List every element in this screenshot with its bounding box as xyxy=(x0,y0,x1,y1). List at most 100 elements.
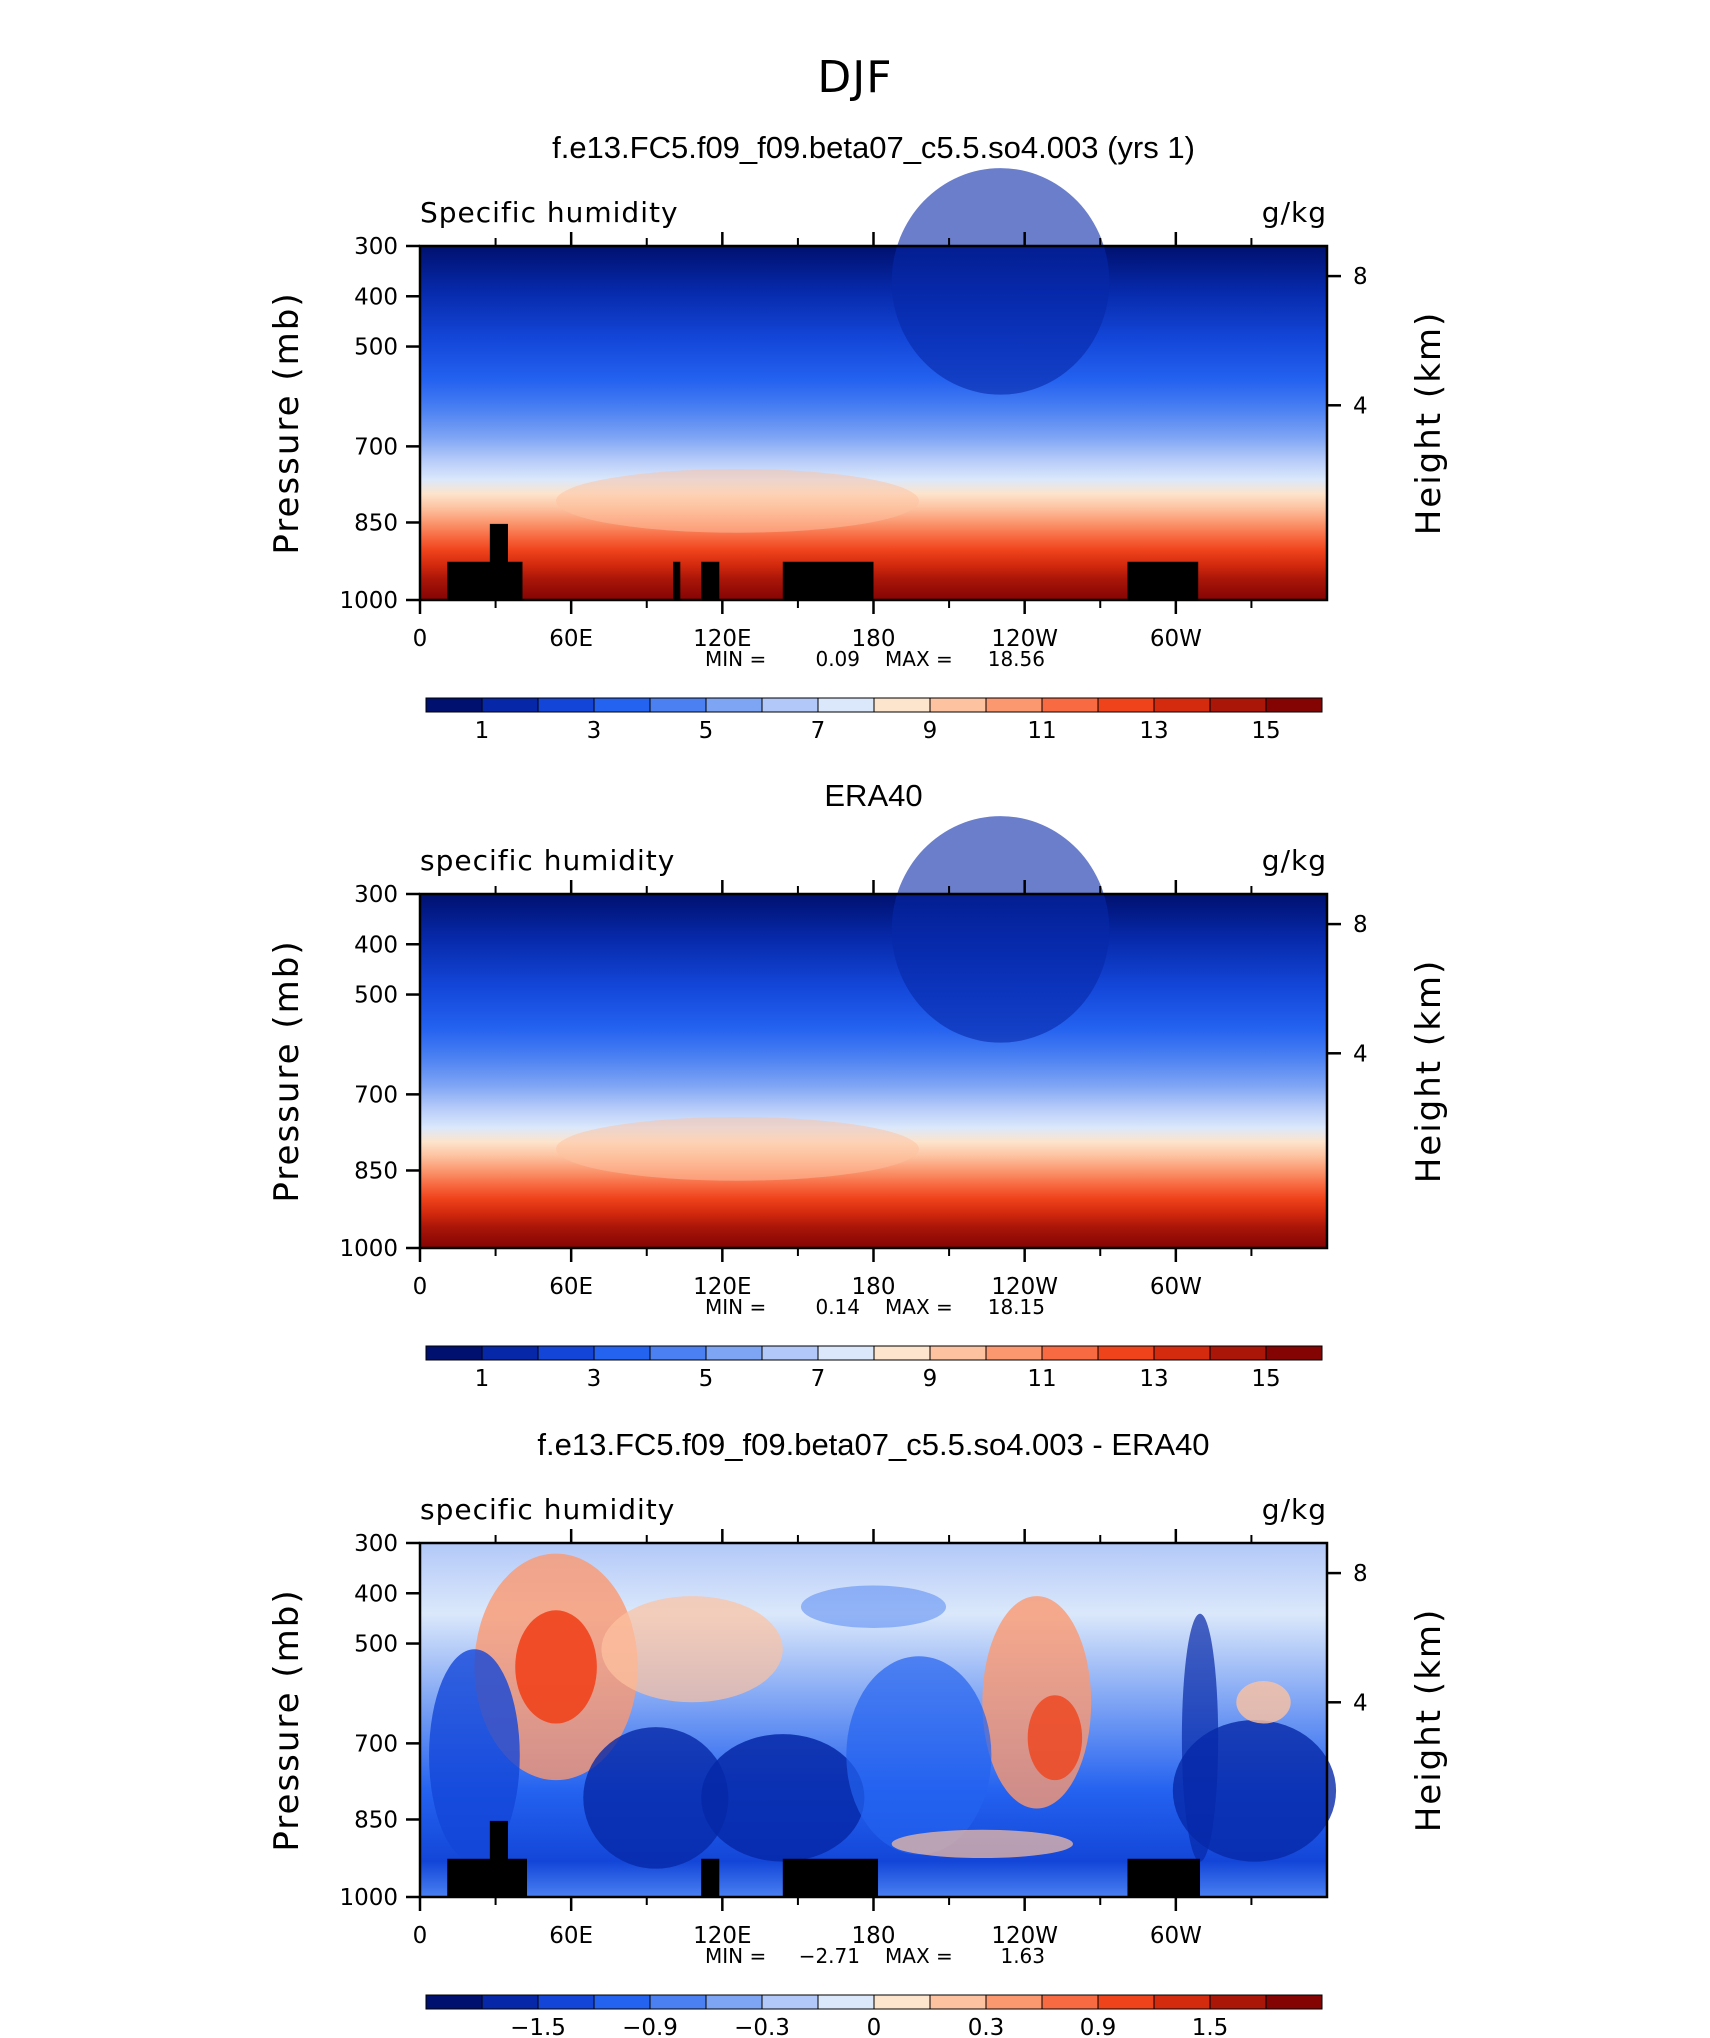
y-tick-label: 400 xyxy=(354,1581,398,1607)
x-tick-label: 0 xyxy=(413,1923,428,1949)
y-tick-label: 850 xyxy=(354,510,398,536)
anomaly-region xyxy=(891,1829,1074,1859)
max-value: 18.15 xyxy=(988,1295,1045,1319)
y-tick-label: 700 xyxy=(354,1082,398,1108)
x-tick-label: 120W xyxy=(991,1274,1058,1300)
colorbar-label: −1.5 xyxy=(510,2015,566,2038)
anomaly-region xyxy=(800,1585,947,1628)
figure-title: DJF xyxy=(817,52,892,103)
land-mask xyxy=(489,1820,508,1897)
colorbar-label: −0.3 xyxy=(734,2015,790,2038)
colorbar-swatch xyxy=(761,697,819,713)
colorbar-label: 0.9 xyxy=(1080,2015,1117,2038)
colorbar-swatch xyxy=(593,697,651,713)
colorbar-swatch xyxy=(1153,1345,1211,1361)
max-label: MAX = xyxy=(885,1944,953,1968)
colorbar-label: 15 xyxy=(1251,1366,1280,1392)
x-tick-label: 60E xyxy=(549,626,593,652)
min-label: MIN = xyxy=(705,647,766,671)
min-value: 0.09 xyxy=(815,647,860,671)
y-tick-label: 500 xyxy=(354,983,398,1009)
anomaly-region xyxy=(583,1727,729,1869)
y-axis-title: Pressure (mb) xyxy=(267,291,307,554)
land-mask xyxy=(1127,1858,1201,1897)
colorbar-swatch xyxy=(817,1345,875,1361)
colorbar-label: 11 xyxy=(1027,718,1056,744)
colorbar-label: 11 xyxy=(1027,1366,1056,1392)
colorbar-swatch xyxy=(649,1994,707,2010)
land-mask xyxy=(701,561,720,600)
colorbar-swatch xyxy=(1097,1994,1155,2010)
y2-tick-label: 4 xyxy=(1353,1690,1368,1716)
y2-tick-label: 4 xyxy=(1353,393,1368,419)
panel-3: f.e13.FC5.f09_f09.beta07_c5.5.so4.003 - … xyxy=(267,1427,1449,2038)
y-tick-label: 1000 xyxy=(339,1236,398,1262)
x-tick-label: 60E xyxy=(549,1923,593,1949)
anomaly-region xyxy=(846,1656,992,1855)
colorbar-label: 13 xyxy=(1139,718,1168,744)
x-tick-label: 120W xyxy=(991,626,1058,652)
colorbar-swatch xyxy=(1265,1994,1323,2010)
y-tick-label: 300 xyxy=(354,234,398,260)
x-tick-label: 60W xyxy=(1150,626,1202,652)
units-label: g/kg xyxy=(1262,196,1327,229)
colorbar-swatch xyxy=(593,1994,651,2010)
contour-field xyxy=(420,894,1327,1248)
anomaly-region xyxy=(1027,1695,1083,1781)
colorbar-swatch xyxy=(537,1345,595,1361)
colorbar-swatch xyxy=(1265,697,1323,713)
land-mask xyxy=(1127,561,1199,600)
colorbar-swatch xyxy=(593,1345,651,1361)
colorbar-label: 9 xyxy=(923,718,938,744)
colorbar-swatch xyxy=(1209,1345,1267,1361)
colorbar-swatch xyxy=(1041,1345,1099,1361)
anomaly-region xyxy=(429,1649,520,1862)
colorbar-swatch xyxy=(929,1345,987,1361)
colorbar-swatch xyxy=(1041,697,1099,713)
y2-axis-title: Height (km) xyxy=(1409,1608,1449,1833)
colorbar-label: 1 xyxy=(475,718,490,744)
y-axis-title: Pressure (mb) xyxy=(267,1588,307,1851)
x-tick-label: 60W xyxy=(1150,1274,1202,1300)
y2-tick-label: 8 xyxy=(1353,912,1368,938)
colorbar-swatch xyxy=(761,1345,819,1361)
colorbar-label: 1.5 xyxy=(1192,2015,1229,2038)
x-tick-label: 120E xyxy=(693,626,751,652)
colorbar-swatch xyxy=(649,697,707,713)
colorbar-label: 9 xyxy=(923,1366,938,1392)
colorbar-swatch xyxy=(1097,697,1155,713)
y-tick-label: 400 xyxy=(354,284,398,310)
colorbar-swatch xyxy=(817,1994,875,2010)
colorbar: 1 3 5 7 9 11 13 15 xyxy=(425,697,1323,744)
anomaly-region xyxy=(515,1610,597,1724)
colorbar-swatch xyxy=(873,1345,931,1361)
colorbar-label: 0.3 xyxy=(968,2015,1005,2038)
colorbar-swatch xyxy=(761,1994,819,2010)
land-mask xyxy=(782,1858,879,1897)
x-tick-label: 180 xyxy=(852,626,896,652)
min-label: MIN = xyxy=(705,1944,766,1968)
colorbar-swatch xyxy=(1153,697,1211,713)
colorbar-label: 5 xyxy=(699,718,714,744)
units-label: g/kg xyxy=(1262,844,1327,877)
colorbar-swatch xyxy=(649,1345,707,1361)
max-value: 18.56 xyxy=(988,647,1045,671)
land-mask xyxy=(489,523,508,600)
colorbar-swatch xyxy=(425,1345,483,1361)
panel-title: ERA40 xyxy=(824,778,922,813)
x-tick-label: 180 xyxy=(852,1274,896,1300)
colorbar-swatch xyxy=(1209,1994,1267,2010)
moist-region xyxy=(556,469,919,533)
colorbar-label: 13 xyxy=(1139,1366,1168,1392)
x-tick-label: 120W xyxy=(991,1923,1058,1949)
y2-tick-label: 8 xyxy=(1353,1561,1368,1587)
colorbar-swatch xyxy=(929,1994,987,2010)
land-mask xyxy=(447,561,523,600)
y-tick-label: 400 xyxy=(354,932,398,958)
colorbar-swatch xyxy=(481,1994,539,2010)
colorbar-swatch xyxy=(481,697,539,713)
colorbar-swatch xyxy=(817,697,875,713)
y-tick-label: 1000 xyxy=(339,588,398,614)
colorbar-swatch xyxy=(985,1994,1043,2010)
